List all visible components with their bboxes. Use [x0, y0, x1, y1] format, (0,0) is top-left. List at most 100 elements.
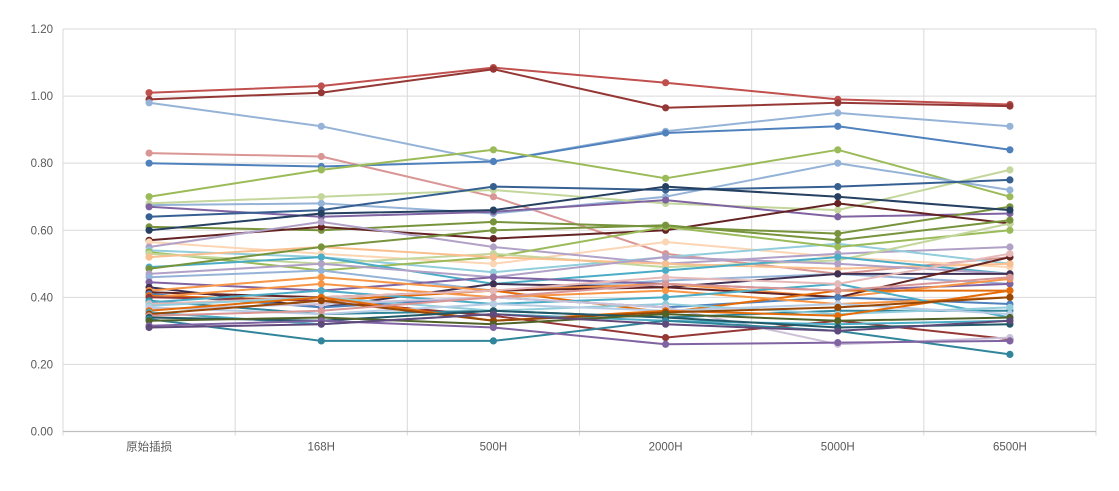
series-path	[148, 256, 1011, 285]
data-point	[662, 238, 670, 246]
data-point	[834, 327, 842, 335]
data-point	[834, 293, 842, 301]
series-path	[148, 276, 1011, 317]
series-path	[148, 178, 1011, 218]
series-line-12	[145, 183, 1014, 234]
data-point	[834, 303, 842, 311]
series-line-21	[145, 216, 1014, 273]
series-line-43	[145, 315, 1014, 358]
data-point	[662, 104, 670, 112]
data-point	[834, 146, 842, 154]
series-path	[148, 256, 1011, 279]
y-axis-labels: 0.00 0.20 0.40 0.60 0.80 1.00 1.20	[31, 24, 53, 439]
data-point	[662, 79, 670, 87]
data-point	[489, 268, 497, 276]
series-path	[148, 219, 1011, 270]
data-point	[489, 273, 497, 281]
data-point	[834, 253, 842, 261]
data-point	[145, 149, 153, 157]
data-point	[834, 99, 842, 107]
data-point	[489, 193, 497, 201]
series-path	[148, 148, 1011, 198]
data-point	[145, 193, 153, 201]
data-point	[489, 287, 497, 295]
data-point	[662, 334, 670, 342]
data-point	[317, 307, 325, 315]
data-point	[1006, 250, 1014, 258]
data-point	[145, 238, 153, 246]
data-point	[662, 340, 670, 348]
data-point	[834, 159, 842, 167]
data-point	[489, 65, 497, 73]
data-point	[317, 199, 325, 207]
data-point	[489, 280, 497, 288]
y-tick-label: 0.80	[31, 158, 53, 170]
y-tick-label: 0.20	[31, 359, 53, 371]
data-point	[145, 273, 153, 281]
data-point	[662, 293, 670, 301]
y-tick-label: 0.60	[31, 225, 53, 237]
data-point	[834, 317, 842, 325]
data-point	[145, 99, 153, 107]
y-tick-label: 0.00	[31, 427, 53, 439]
data-point	[145, 203, 153, 211]
series-path	[148, 220, 1011, 265]
data-point	[1006, 216, 1014, 224]
series-path	[148, 318, 1011, 356]
data-point	[317, 89, 325, 97]
x-tick-label: 2000H	[649, 442, 683, 454]
data-point	[834, 206, 842, 214]
data-point	[317, 122, 325, 130]
series-path	[148, 185, 1011, 232]
data-point	[489, 157, 497, 166]
y-tick-label: 1.20	[31, 24, 53, 36]
data-point	[1006, 280, 1014, 288]
data-point	[317, 280, 325, 288]
series-line-6	[145, 146, 1014, 201]
data-point	[1006, 186, 1014, 194]
series-group	[145, 64, 1014, 358]
series-path	[148, 241, 1011, 269]
data-point	[317, 209, 325, 218]
data-point	[317, 166, 325, 174]
series-line-41	[145, 273, 1014, 320]
data-point	[489, 218, 497, 226]
x-tick-label: 5000H	[821, 442, 855, 454]
series-path	[148, 319, 1011, 346]
data-point	[662, 260, 670, 268]
data-point	[1006, 146, 1014, 154]
x-axis-labels: 原始插损 168H 500H 2000H 5000H 6500H	[126, 440, 1027, 454]
data-point	[834, 109, 842, 117]
series-path	[148, 242, 1011, 274]
data-point	[1006, 350, 1014, 358]
data-point	[489, 337, 497, 345]
data-point	[1006, 102, 1014, 110]
data-point	[489, 235, 497, 243]
data-point	[662, 320, 670, 328]
data-point	[662, 221, 670, 229]
data-point	[834, 280, 842, 288]
data-point	[489, 260, 497, 268]
x-tick-label: 500H	[480, 442, 508, 454]
y-tick-label: 0.40	[31, 292, 53, 304]
series-path	[148, 125, 1011, 168]
data-point	[834, 265, 842, 273]
data-point	[145, 159, 153, 167]
data-point	[662, 273, 670, 281]
data-point	[489, 323, 497, 332]
data-point	[145, 213, 153, 221]
series-path	[148, 246, 1011, 270]
x-tick-label: 原始插损	[126, 440, 172, 454]
data-point	[489, 206, 497, 214]
series-path	[148, 225, 1011, 272]
series-path	[148, 276, 1011, 299]
data-point	[1006, 122, 1014, 130]
data-point	[317, 193, 325, 201]
data-point	[834, 122, 842, 130]
data-point	[145, 265, 153, 273]
data-point	[489, 243, 497, 251]
data-point	[1006, 226, 1014, 234]
series-path	[148, 202, 1011, 242]
data-point	[662, 266, 670, 275]
